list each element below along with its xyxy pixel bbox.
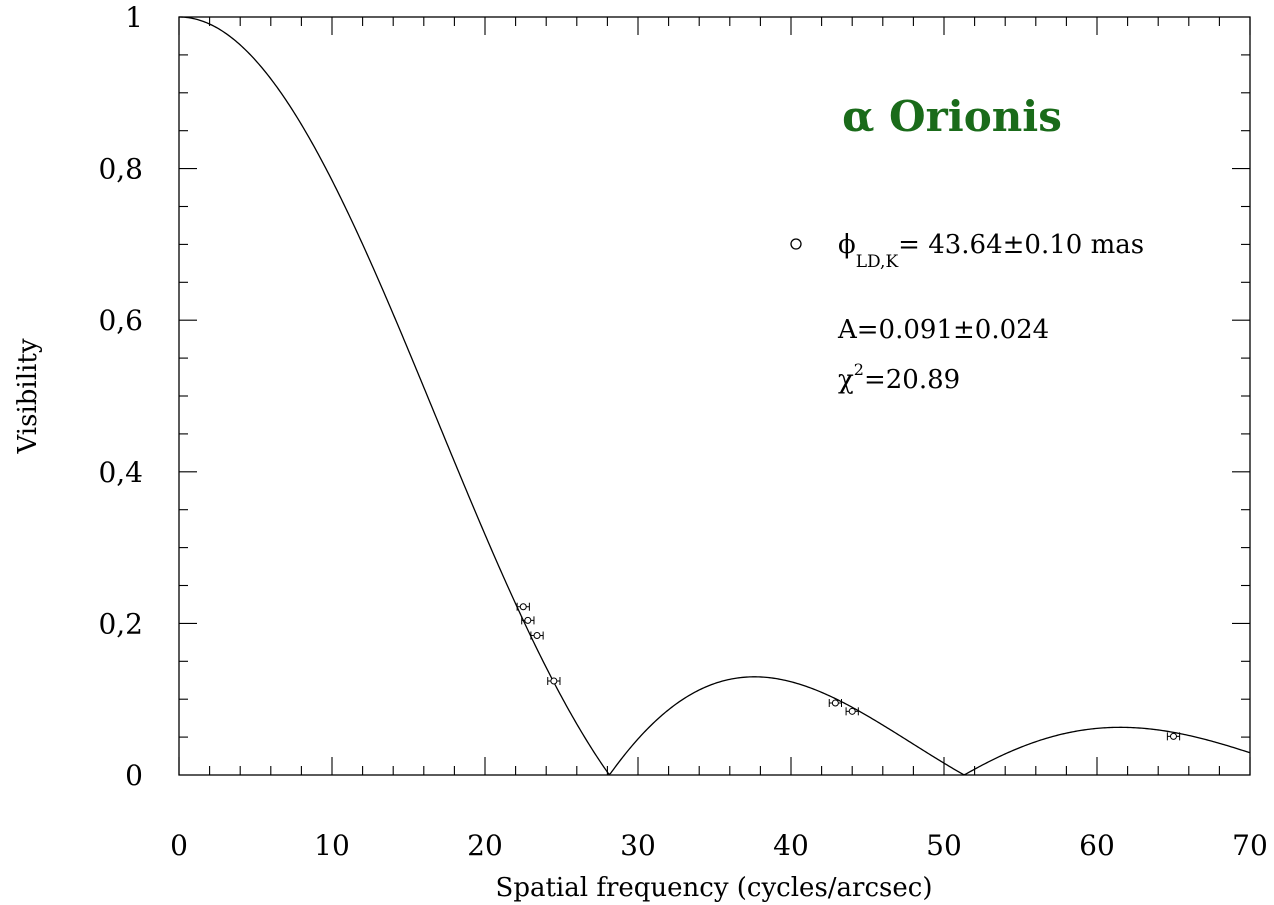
legend-value: = 43.64±0.10 mas [898,230,1144,260]
data-point [516,602,530,611]
x-tick-label: 60 [1079,829,1115,862]
data-point [530,631,544,640]
x-tick-label: 70 [1232,829,1268,862]
point-marker [1170,732,1177,740]
data-point [521,616,535,625]
legend-subscript: LD,K [856,252,899,272]
y-axis-title: Visibility [13,338,43,454]
chi-value: =20.89 [864,365,960,395]
x-tick-label: 10 [314,829,350,862]
chi-superscript: 2 [854,360,864,379]
y-tick-label: 1 [125,1,143,34]
y-tick-label: 0,4 [98,456,143,489]
x-tick-label: 50 [926,829,962,862]
legend: ϕLD,K= 43.64±0.10 mas [790,230,1144,272]
point-marker [831,699,839,707]
point-marker [848,707,856,715]
point-marker [524,616,532,624]
data-point [1166,732,1181,741]
data-point [828,698,842,707]
x-tick-label: 40 [773,829,809,862]
y-tick-label: 0,6 [98,304,143,337]
model-curve [178,16,1251,776]
x-tick-label: 20 [467,829,503,862]
plot-frame [178,16,1251,776]
point-marker [533,632,541,640]
chart-title: α Orionis [842,92,1062,141]
legend-marker [790,238,802,250]
data-point [547,677,561,686]
data-point [845,707,859,716]
data-points [516,602,1181,741]
point-marker [519,603,527,611]
legend-phi-symbol: ϕ [838,230,856,260]
x-axis-title: Spatial frequency (cycles/arcsec) [496,873,933,903]
x-tick-label: 0 [170,829,188,862]
axis-ticks [178,16,1251,776]
point-marker [550,677,558,685]
y-tick-label: 0,2 [98,607,143,640]
x-tick-label: 30 [620,829,656,862]
axis-tick-labels: 0 10 20 30 40 50 60 70 0 0,2 0,4 0,6 0,8 1 [98,1,1267,862]
limb-darkening-label: A=0.091±0.024 [837,315,1049,345]
legend-label: ϕLD,K= 43.64±0.10 mas [838,230,1144,272]
y-tick-label: 0 [125,759,143,792]
chi-symbol: χ [838,365,854,395]
chi-squared-label: χ2=20.89 [838,360,960,395]
y-tick-label: 0,8 [98,153,143,186]
